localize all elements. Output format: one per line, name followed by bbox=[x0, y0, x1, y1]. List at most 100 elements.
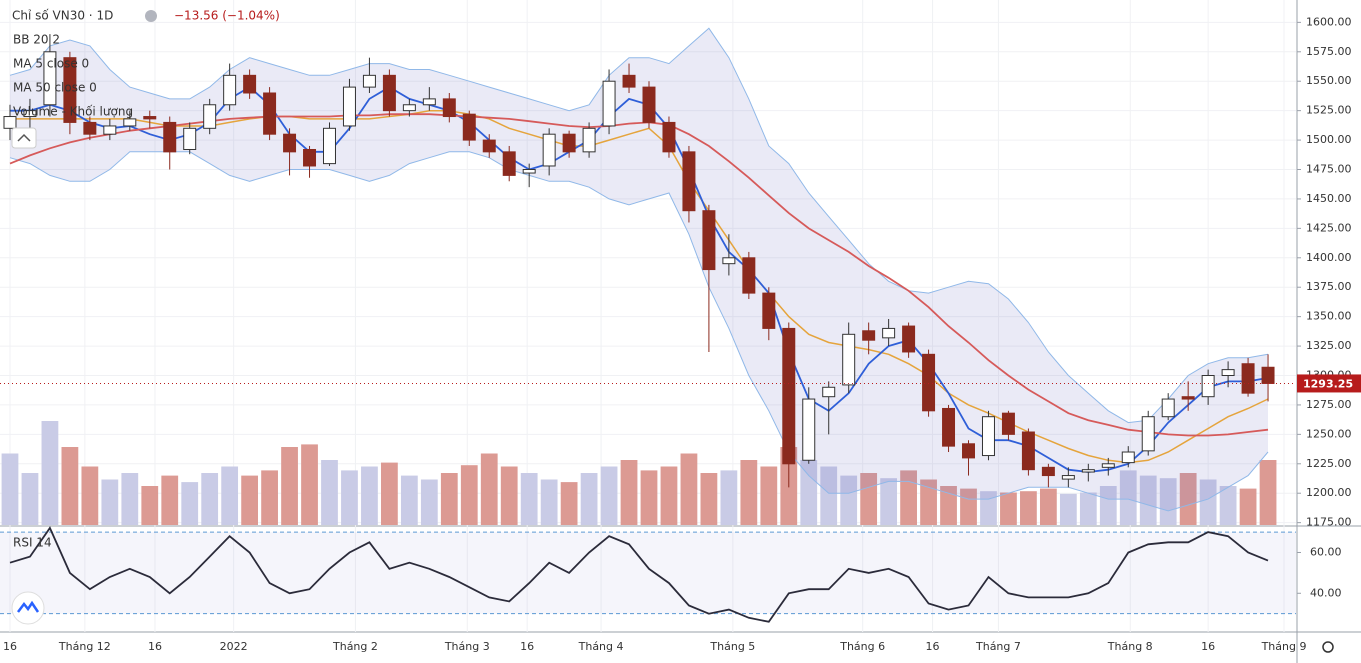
volume-bar bbox=[261, 470, 278, 525]
y-tick-label: 1200.00 bbox=[1306, 486, 1352, 499]
x-tick-label: Tháng 2 bbox=[332, 640, 378, 653]
candle-body bbox=[362, 74, 376, 88]
candle-body bbox=[163, 121, 177, 153]
candle-body bbox=[3, 116, 17, 129]
volume-bar bbox=[241, 475, 259, 525]
candle-body bbox=[1001, 412, 1015, 435]
y-tick-label: 1350.00 bbox=[1306, 310, 1352, 323]
y-tick-label: 1375.00 bbox=[1306, 280, 1352, 293]
volume-bar bbox=[1119, 470, 1137, 525]
candle-body bbox=[462, 113, 476, 141]
volume-bar bbox=[1219, 486, 1237, 525]
candle-body bbox=[63, 57, 77, 123]
settings-icon[interactable] bbox=[1322, 641, 1334, 653]
volume-bar bbox=[560, 482, 578, 525]
toggle-icon[interactable] bbox=[145, 10, 157, 22]
x-tick-label: Tháng 5 bbox=[709, 640, 755, 653]
volume-bar bbox=[361, 466, 378, 525]
candle-body bbox=[382, 74, 396, 112]
band-lower bbox=[9, 151, 1269, 512]
y-tick-label: 1225.00 bbox=[1306, 457, 1352, 470]
candle-body bbox=[582, 127, 596, 153]
candle-body bbox=[642, 86, 656, 123]
volume-bar bbox=[1259, 460, 1277, 525]
candle-body bbox=[43, 51, 57, 106]
y-tick-label: 60.00 bbox=[1310, 545, 1342, 558]
volume-bar bbox=[341, 470, 358, 525]
candle-body bbox=[882, 327, 896, 339]
candle-body bbox=[1141, 416, 1155, 452]
volume-bar bbox=[1059, 493, 1077, 525]
candle-body bbox=[143, 116, 157, 120]
volume-bar bbox=[940, 486, 957, 525]
y-tick-label: 1500.00 bbox=[1306, 133, 1352, 146]
volume-bar bbox=[980, 491, 997, 525]
volume-bar bbox=[840, 475, 858, 525]
candle-body bbox=[123, 118, 137, 127]
volume-bar bbox=[720, 470, 738, 525]
candle-body bbox=[682, 151, 696, 212]
volume-bar bbox=[1099, 486, 1117, 525]
candle-body bbox=[722, 257, 736, 265]
candle-body bbox=[702, 210, 716, 271]
volume-bar bbox=[281, 447, 298, 525]
candle-body bbox=[1101, 463, 1115, 468]
volume-bar bbox=[301, 444, 318, 525]
rsi-line bbox=[9, 526, 1269, 623]
candle-body bbox=[522, 169, 536, 174]
candle-body bbox=[303, 148, 317, 167]
change-text: −13.56 (−1.04%) bbox=[174, 9, 280, 23]
candle-body bbox=[822, 386, 836, 398]
ma-line bbox=[10, 85, 1269, 473]
candle-body bbox=[942, 407, 956, 447]
volume-bar bbox=[580, 473, 598, 525]
candle-body bbox=[782, 327, 796, 465]
candle-body bbox=[1241, 363, 1255, 394]
legend-entry: BB 20 2 bbox=[13, 33, 60, 47]
candle-body bbox=[622, 74, 636, 88]
candle-body bbox=[283, 133, 297, 153]
volume-bar bbox=[500, 466, 518, 525]
candle-body bbox=[762, 292, 776, 329]
x-tick-label: 16 bbox=[926, 640, 940, 653]
x-tick-label: Tháng 7 bbox=[975, 640, 1021, 653]
volume-bar bbox=[161, 475, 179, 525]
x-tick-label: 16 bbox=[3, 640, 17, 653]
candle-body bbox=[922, 353, 936, 412]
candle-body bbox=[1041, 466, 1055, 477]
x-tick-label: 16 bbox=[1201, 640, 1215, 653]
volume-bar bbox=[1000, 492, 1017, 525]
last-price-box bbox=[1297, 374, 1361, 393]
x-tick-label: 2022 bbox=[220, 640, 248, 653]
candle-body bbox=[662, 121, 676, 153]
band-upper bbox=[9, 27, 1269, 424]
volume-bar bbox=[121, 473, 139, 525]
volume-bar bbox=[880, 478, 898, 525]
y-tick-label: 1525.00 bbox=[1306, 104, 1352, 117]
volume-bar bbox=[321, 460, 338, 525]
volume-bar bbox=[700, 473, 718, 525]
legend-entry: Volume - Khối lượng bbox=[13, 105, 133, 119]
y-tick-label: 1175.00 bbox=[1306, 516, 1352, 529]
volume-bar bbox=[400, 475, 418, 525]
volume-bar bbox=[740, 460, 758, 525]
volume-bar bbox=[1199, 479, 1217, 525]
volume-bar bbox=[920, 479, 937, 525]
volume-bar bbox=[760, 466, 778, 525]
logo-mark bbox=[17, 600, 40, 613]
volume-bar bbox=[1020, 491, 1037, 525]
volume-bar bbox=[1, 453, 19, 525]
volume-bar bbox=[1179, 473, 1197, 525]
volume-bar bbox=[141, 486, 159, 525]
volume-bar bbox=[221, 466, 239, 525]
collapse-button[interactable] bbox=[11, 127, 37, 149]
candle-body bbox=[902, 325, 916, 353]
volume-bar bbox=[1239, 488, 1257, 525]
candle-body bbox=[1121, 451, 1135, 464]
y-tick-label: 1250.00 bbox=[1306, 427, 1352, 440]
x-tick-label: Tháng 8 bbox=[1107, 640, 1153, 653]
symbol-title: Chỉ số VN30 · 1D bbox=[12, 9, 113, 23]
y-tick-label: 1450.00 bbox=[1306, 192, 1352, 205]
candle-body bbox=[1081, 469, 1095, 473]
